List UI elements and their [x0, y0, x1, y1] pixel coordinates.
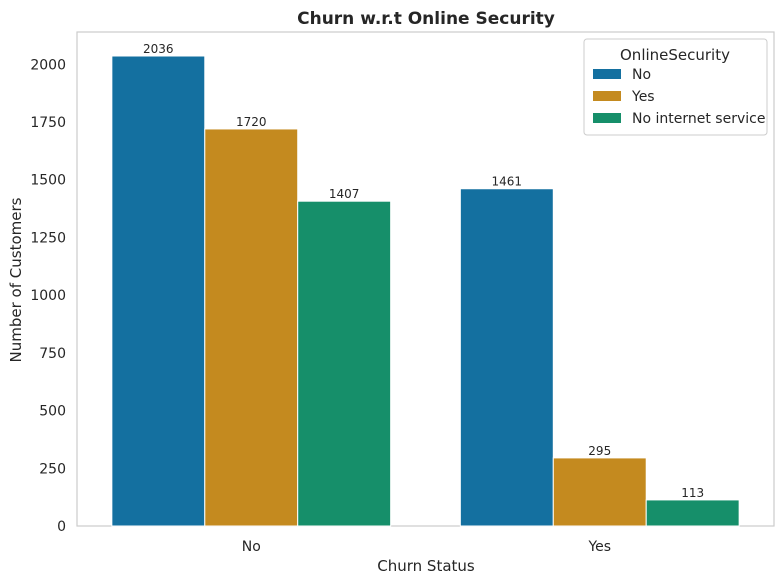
- x-tick-label: Yes: [587, 539, 611, 555]
- bar-value-label: 1461: [492, 175, 523, 189]
- bar: [297, 200, 392, 527]
- legend-swatch-no: [593, 69, 621, 79]
- y-tick-label: 1000: [30, 288, 66, 304]
- bar-value-label: 2036: [143, 42, 174, 56]
- legend: OnlineSecurity No Yes No internet servic…: [583, 38, 768, 136]
- y-tick-label: 750: [39, 346, 66, 362]
- bar: [111, 55, 206, 527]
- y-tick-label: 0: [57, 519, 66, 535]
- legend-box: [583, 38, 768, 136]
- x-axis-label: Churn Status: [377, 557, 475, 575]
- x-tick-label: No: [242, 539, 261, 555]
- bar-value-label: 295: [588, 444, 611, 458]
- data-labels-group: 2036 1461 1720 295 1407 113: [143, 42, 704, 500]
- bar: [552, 457, 647, 527]
- y-axis-ticks: 0 250 500 750 1000 1250 1500 1750 2000: [30, 57, 66, 535]
- bar: [459, 188, 554, 527]
- legend-title: OnlineSecurity: [620, 46, 730, 64]
- chart-title: Churn w.r.t Online Security: [297, 9, 555, 29]
- y-tick-label: 250: [39, 461, 66, 477]
- legend-swatch-no-internet-service: [593, 113, 621, 123]
- y-tick-label: 2000: [30, 57, 66, 73]
- bar-value-label: 1720: [236, 115, 267, 129]
- y-axis-label: Number of Customers: [7, 197, 25, 362]
- y-tick-label: 500: [39, 404, 66, 420]
- bar: [204, 128, 299, 527]
- bar-value-label: 1407: [329, 187, 360, 201]
- legend-entry-no: No: [632, 67, 651, 83]
- y-tick-label: 1500: [30, 173, 66, 189]
- legend-swatch-yes: [593, 91, 621, 101]
- x-axis-ticks: No Yes: [242, 539, 611, 555]
- y-tick-label: 1750: [30, 115, 66, 131]
- bar: [645, 499, 740, 527]
- legend-entry-yes: Yes: [631, 89, 655, 105]
- bar-value-label: 113: [681, 486, 704, 500]
- bars-group: [111, 55, 740, 527]
- plot-area-frame: [76, 31, 775, 527]
- y-tick-label: 1250: [30, 230, 66, 246]
- legend-entry-no-internet-service: No internet service: [632, 111, 765, 127]
